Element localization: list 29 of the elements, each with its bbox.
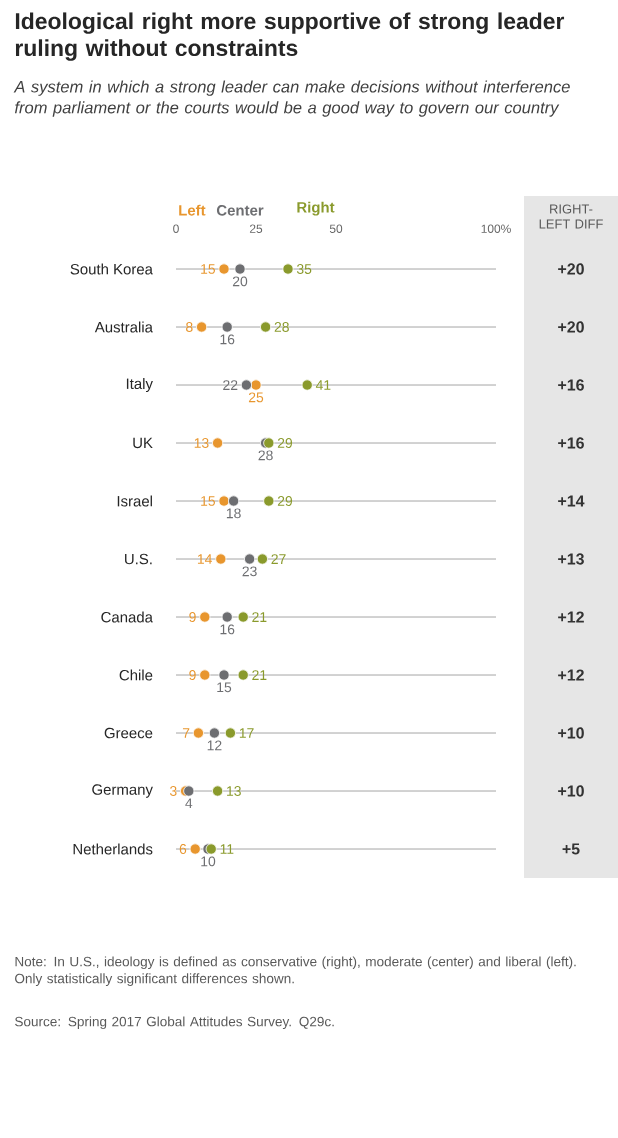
- chart-subtitle: A system in which a strong leader can make decisions without interference from parliament or the courts would be a good way to govern our country: [13, 80, 570, 117]
- point: [199, 611, 211, 623]
- point: [221, 321, 233, 333]
- point: [244, 553, 256, 565]
- point: [234, 263, 246, 275]
- point: [218, 669, 230, 681]
- point: [199, 669, 211, 681]
- point: [237, 669, 249, 681]
- point: [250, 379, 262, 391]
- point: [256, 553, 268, 565]
- point: [212, 785, 224, 797]
- point: [218, 495, 230, 507]
- point: [237, 611, 249, 623]
- point: [189, 843, 201, 855]
- point: [240, 379, 252, 391]
- point: [192, 727, 204, 739]
- point: [301, 379, 313, 391]
- chart-title: Ideological right more supportive of strong leader ruling without constraints: [15, 12, 565, 61]
- point: [196, 321, 208, 333]
- point: [260, 321, 272, 333]
- point: [221, 611, 233, 623]
- point: [208, 727, 220, 739]
- point: [215, 553, 227, 565]
- point: [263, 495, 275, 507]
- point: [224, 727, 236, 739]
- point: [218, 263, 230, 275]
- point: [212, 437, 224, 449]
- point: [282, 263, 294, 275]
- point: [228, 495, 240, 507]
